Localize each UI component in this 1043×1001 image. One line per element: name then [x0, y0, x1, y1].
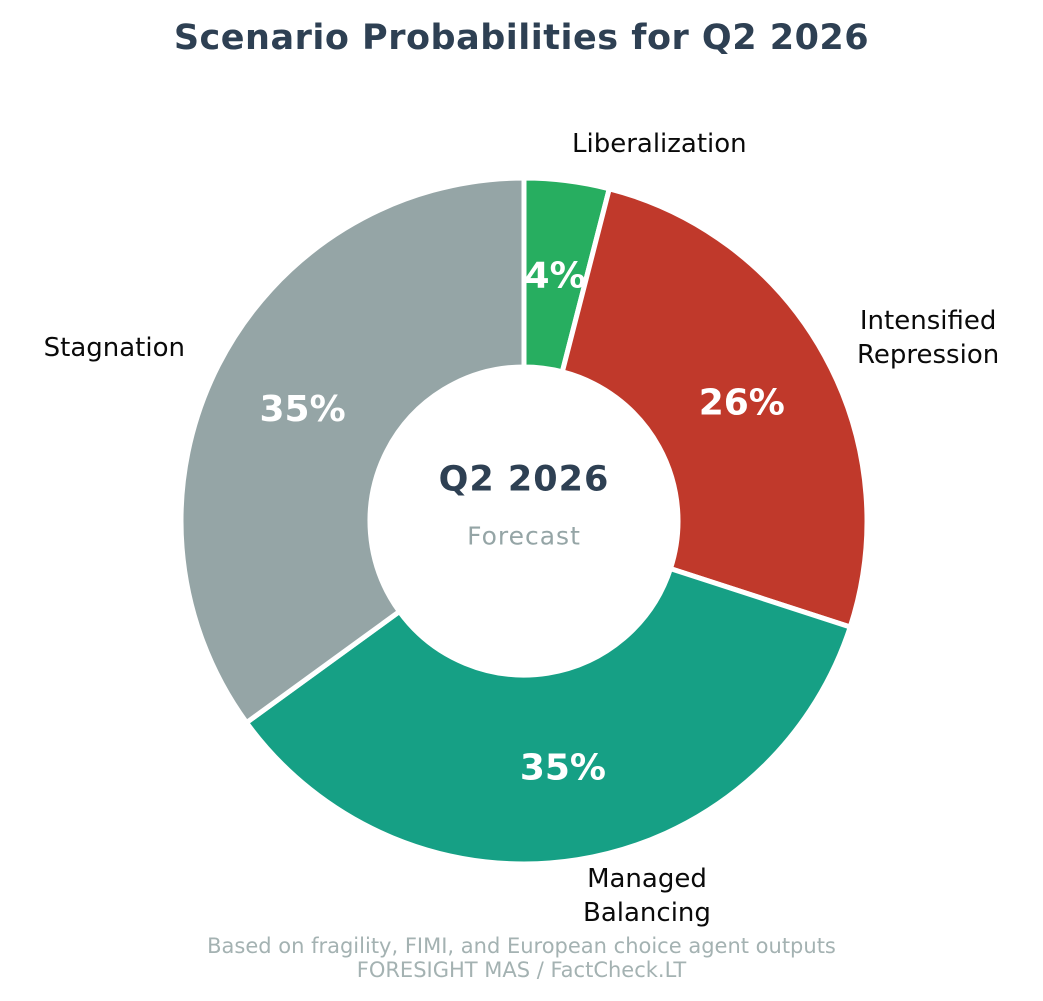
- donut-percent-labels-group: 4% 26% 35% 35%: [260, 255, 785, 788]
- pie-slice-stagnation: [178, 175, 527, 727]
- donut-center-label: Q2 2026 Forecast: [439, 460, 610, 551]
- slice-category-label-stagnation: Stagnation: [43, 333, 185, 363]
- chart-footer: Based on fragility, FIMI, and European c…: [0, 934, 1043, 982]
- footer-attribution-line: FORESIGHT MAS / FactCheck.LT: [356, 958, 687, 982]
- pie-slice-intensified-repression: [559, 185, 870, 631]
- slice-category-label-managed-balancing: Managed Balancing: [583, 864, 711, 928]
- slice-percent-label-stagnation: 35%: [260, 389, 346, 430]
- center-quarter-label: Q2 2026: [438, 459, 610, 500]
- slice-percent-label-intensified-repression: 26%: [699, 382, 785, 423]
- footer-source-line: Based on fragility, FIMI, and European c…: [207, 934, 836, 958]
- pie-slice-managed-balancing: [243, 565, 854, 867]
- slice-category-label-intensified-repression: Intensified Repression: [857, 306, 1000, 370]
- chart-title: Scenario Probabilities for Q2 2026: [173, 18, 870, 58]
- slice-percent-label-liberalization: 4%: [525, 255, 586, 296]
- donut-slices-group: [178, 175, 870, 867]
- center-forecast-label: Forecast: [467, 521, 581, 551]
- slice-category-label-liberalization: Liberalization: [572, 129, 747, 159]
- slice-percent-label-managed-balancing: 35%: [520, 747, 606, 788]
